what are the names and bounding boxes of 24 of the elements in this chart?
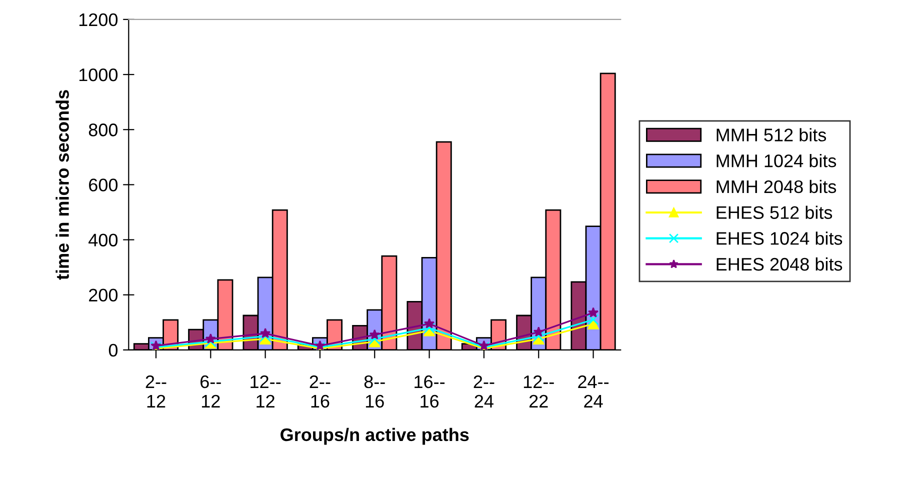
y-tick-label: 400: [88, 234, 118, 246]
x-tick-label: 6-- 12: [200, 375, 221, 408]
y-axis-title: time in micro seconds: [56, 90, 69, 280]
legend-label: EHES 512 bits: [716, 206, 832, 219]
legend-label: MMH 2048 bits: [716, 180, 836, 194]
y-tick-label: 200: [89, 288, 118, 302]
x-tick-label: 24-- 24: [578, 375, 609, 408]
x-tick-label: 2-- 12: [146, 375, 166, 408]
x-tick-label: 12-- 22: [524, 375, 554, 408]
x-tick-label: 2-- 16: [310, 375, 330, 408]
y-tick-label: 1000: [79, 68, 118, 82]
x-tick-label: 2-- 24: [474, 375, 494, 408]
x-tick-label: 8-- 16: [364, 375, 385, 408]
x-axis-title: Groups/n active paths: [280, 428, 469, 445]
x-tick-label: 12-- 12: [250, 375, 281, 408]
y-tick-label: 1200: [79, 13, 118, 26]
x-tick-label: 16-- 16: [414, 375, 445, 408]
legend-label: EHES 1024 bits: [716, 232, 842, 245]
legend-label: EHES 2048 bits: [716, 257, 842, 271]
legend-label: MMH 512 bits: [716, 128, 826, 142]
legend-label: MMH 1024 bits: [716, 154, 836, 168]
y-tick-label: 600: [89, 178, 118, 192]
y-tick-label: 800: [88, 124, 118, 136]
y-tick-label: 0: [108, 344, 118, 357]
